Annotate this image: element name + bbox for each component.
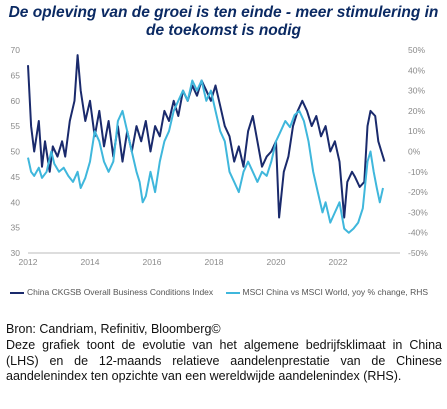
y-right-tick-label: -20% — [408, 187, 428, 197]
series-msci-relative — [27, 79, 384, 234]
legend-item-business-conditions: China CKGSB Overall Business Conditions … — [10, 287, 213, 297]
line-business-conditions — [27, 54, 386, 219]
y-left-tick-label: 35 — [11, 223, 21, 233]
y-left-tick-label: 55 — [11, 121, 21, 131]
legend-label: MSCI China vs MSCI World, yoy % change, … — [242, 287, 429, 297]
x-tick-label: 2016 — [143, 257, 162, 267]
chart-description: Deze grafiek toont de evolutie van het a… — [6, 338, 442, 383]
y-left-tick-label: 30 — [11, 248, 21, 258]
series-business-conditions — [27, 54, 386, 219]
y-left-tick-label: 40 — [11, 197, 21, 207]
line-msci-relative — [27, 79, 384, 234]
y-right-tick-label: -50% — [408, 248, 428, 258]
y-right-tick-label: 50% — [408, 45, 425, 55]
x-tick-label: 2018 — [205, 257, 224, 267]
legend-label: China CKGSB Overall Business Conditions … — [27, 287, 214, 297]
x-tick-label: 2022 — [329, 257, 348, 267]
x-tick-label: 2012 — [19, 257, 38, 267]
y-right-tick-label: 20% — [408, 106, 425, 116]
legend-item-msci: MSCI China vs MSCI World, yoy % change, … — [225, 287, 429, 297]
y-left-tick-label: 60 — [11, 96, 21, 106]
y-right-tick-label: -30% — [408, 207, 428, 217]
chart-title: De opleving van de groei is ten einde - … — [8, 4, 439, 39]
source-note: Bron: Candriam, Refinitiv, Bloomberg© — [6, 322, 221, 336]
y-left-tick-label: 65 — [11, 70, 21, 80]
chart-axes: 2012 2014 2016 2018 2020 2022 70 65 60 55 50 45 40 35… — [11, 45, 429, 267]
x-tick-label: 2014 — [81, 257, 100, 267]
legend: China CKGSB Overall Business Conditions … — [10, 287, 440, 297]
legend-swatch-msci — [225, 291, 240, 294]
y-left-tick-label: 70 — [11, 45, 21, 55]
y-right-tick-label: 40% — [408, 65, 425, 75]
x-tick-label: 2020 — [267, 257, 286, 267]
y-left-tick-label: 45 — [11, 172, 21, 182]
y-right-tick-label: 30% — [408, 86, 425, 96]
legend-swatch-business-conditions — [10, 291, 24, 294]
y-right-tick-label: 0% — [408, 147, 421, 157]
y-right-tick-label: -40% — [408, 228, 428, 238]
y-right-tick-label: 10% — [408, 126, 425, 136]
y-right-tick-label: -10% — [408, 167, 428, 177]
y-left-tick-label: 50 — [11, 147, 21, 157]
chart: 2012 2014 2016 2018 2020 2022 70 65 60 55 50 45 40 35… — [11, 45, 429, 267]
